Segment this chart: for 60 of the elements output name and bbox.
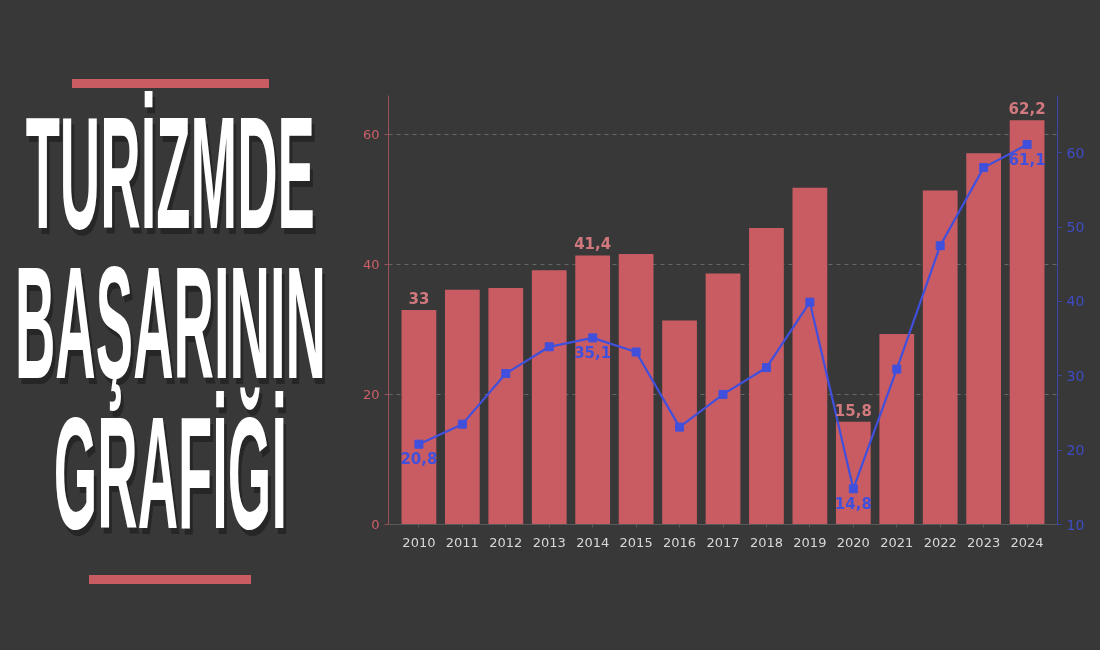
x-tick-label: 2024 xyxy=(1010,534,1044,550)
data-label: 33 xyxy=(408,290,430,308)
x-tick-label: 2010 xyxy=(402,534,436,550)
point xyxy=(457,419,467,429)
x-tick-label: 2021 xyxy=(880,534,914,550)
x-tick-label: 2017 xyxy=(706,534,740,550)
bar xyxy=(662,320,697,525)
bar xyxy=(401,310,437,525)
x-tick-label: 2015 xyxy=(619,534,653,550)
y-tick-label: 0 xyxy=(371,517,380,532)
bar xyxy=(531,270,567,525)
y2-tick-label: 30 xyxy=(1066,367,1085,384)
text: TURİZMDE BAŞARININ GRAFİĞİ xyxy=(14,83,326,562)
point xyxy=(892,364,902,374)
bar xyxy=(618,254,654,525)
bar xyxy=(879,334,915,525)
bar xyxy=(749,228,784,525)
point xyxy=(805,297,815,307)
point xyxy=(544,342,554,352)
x-tick-label: 2018 xyxy=(749,534,783,550)
y2-tick-label: 20 xyxy=(1066,442,1085,459)
point xyxy=(718,389,728,399)
point xyxy=(414,439,424,449)
bar xyxy=(792,187,828,525)
bar xyxy=(705,273,741,525)
bar xyxy=(922,190,958,525)
y2-tick-label: 10 xyxy=(1066,516,1085,533)
bar xyxy=(575,255,611,525)
data-label: 14,8 xyxy=(834,494,872,513)
x-tick-label: 2014 xyxy=(576,534,610,550)
y2-tick-label: 40 xyxy=(1066,293,1085,310)
y2-tick-label: 50 xyxy=(1066,219,1085,236)
bar xyxy=(1009,120,1045,525)
data-label: 15,8 xyxy=(834,401,872,420)
x-tick-label: 2020 xyxy=(836,534,870,550)
data-label: 62,2 xyxy=(1008,100,1046,119)
y-tick-label: 60 xyxy=(362,127,380,142)
point xyxy=(631,347,641,357)
point xyxy=(848,484,858,494)
x-tick-label: 2019 xyxy=(793,534,827,550)
point xyxy=(1022,140,1032,150)
x-tick-label: 2013 xyxy=(532,534,566,550)
x-tick-label: 2016 xyxy=(663,534,697,550)
point xyxy=(761,363,771,373)
data-label: 41,4 xyxy=(574,235,612,254)
x-tick-label: 2012 xyxy=(489,534,523,550)
x-tick-label: 2011 xyxy=(445,534,479,550)
y2-tick-label: 60 xyxy=(1066,144,1085,161)
point xyxy=(935,241,945,251)
bar xyxy=(966,153,1002,525)
bar xyxy=(488,287,524,525)
bar xyxy=(444,289,480,525)
y-tick-label: 40 xyxy=(362,257,380,272)
point xyxy=(675,422,685,432)
point xyxy=(588,333,598,343)
y-tick-label: 20 xyxy=(362,387,380,402)
x-tick-label: 2022 xyxy=(923,534,957,550)
point xyxy=(501,369,511,379)
point xyxy=(979,163,989,173)
x-tick-label: 2023 xyxy=(967,534,1001,550)
